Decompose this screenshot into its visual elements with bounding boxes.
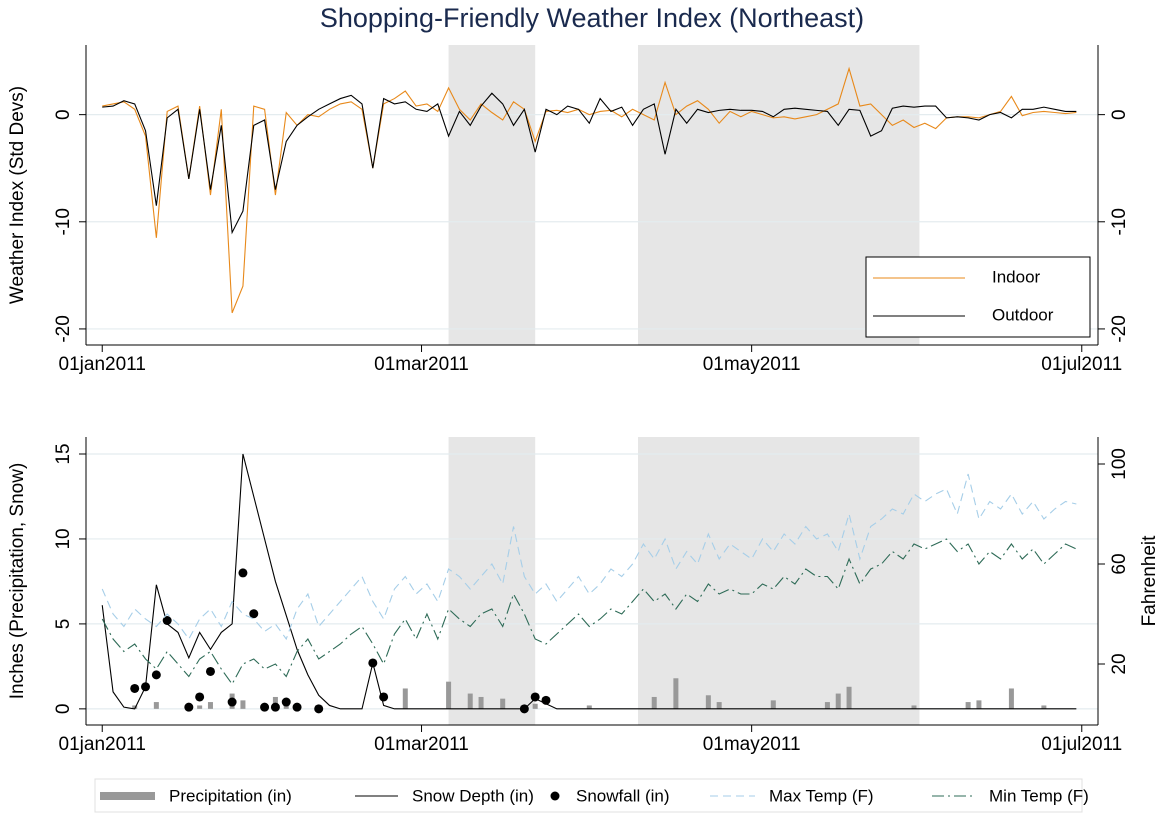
y2-tick-label: -10: [1109, 208, 1130, 235]
y2-tick-label: 60: [1109, 553, 1130, 574]
point: [195, 692, 205, 702]
bar: [153, 702, 159, 709]
legend-label: Indoor: [992, 267, 1041, 286]
bar: [716, 702, 722, 709]
shaded-period: [448, 45, 536, 345]
point: [519, 704, 529, 714]
point: [270, 702, 280, 712]
bar: [467, 693, 473, 709]
legend-box: [865, 256, 1091, 338]
point: [292, 702, 302, 712]
point: [130, 683, 140, 693]
y2-tick-label: -20: [1109, 315, 1130, 342]
bar: [446, 681, 452, 709]
legend-label: Max Temp (F): [769, 786, 874, 805]
point: [184, 702, 194, 712]
point: [151, 670, 161, 680]
y-tick-label: 15: [53, 443, 74, 464]
x-tick-label: 01jan2011: [59, 354, 146, 375]
bar: [911, 705, 917, 709]
legend-label: Snowfall (in): [576, 786, 670, 805]
x-tick-label: 01jan2011: [59, 734, 146, 755]
legend-swatch: [100, 792, 155, 800]
legend-label: Outdoor: [992, 305, 1054, 324]
bar: [824, 702, 830, 709]
bar: [240, 700, 246, 709]
x-tick-label: 01may2011: [703, 734, 801, 755]
point: [379, 692, 389, 702]
chart-title: Shopping-Friendly Weather Index (Northea…: [320, 3, 864, 33]
bar: [197, 705, 203, 709]
bar: [976, 700, 982, 709]
bar: [532, 703, 538, 709]
bar: [478, 696, 484, 709]
y-tick-label: 5: [53, 619, 74, 630]
point: [205, 666, 215, 676]
bar: [402, 688, 408, 709]
y-axis-label: Weather Index (Std Devs): [7, 86, 28, 304]
x-tick-label: 01mar2011: [374, 734, 469, 755]
y2-tick-label: 20: [1109, 653, 1130, 674]
bar: [1041, 705, 1047, 709]
point: [314, 704, 324, 714]
series-line: [101, 453, 1077, 710]
point: [249, 609, 259, 619]
bar: [500, 698, 506, 709]
y-tick-label: -10: [53, 208, 74, 235]
bar: [207, 702, 213, 709]
point: [162, 616, 172, 626]
legend-label: Snow Depth (in): [412, 786, 534, 805]
point: [227, 697, 237, 707]
legend-label: Precipitation (in): [169, 786, 292, 805]
bar: [586, 705, 592, 709]
bar: [673, 678, 679, 709]
series-line: [102, 66, 1077, 314]
y-tick-label: 0: [53, 109, 74, 120]
series-line: [101, 538, 1077, 686]
y-tick-label: 10: [53, 528, 74, 549]
bar: [705, 695, 711, 709]
point: [281, 697, 291, 707]
bar: [651, 696, 657, 709]
y2-tick-label: 0: [1109, 109, 1130, 120]
point: [260, 702, 270, 712]
point: [541, 695, 551, 705]
shaded-period: [448, 437, 536, 725]
y2-tick-label: 100: [1109, 448, 1130, 480]
y2-axis-label: Fahrenheit: [1139, 535, 1160, 627]
bar: [846, 686, 852, 709]
bar: [965, 702, 971, 709]
x-tick-label: 01mar2011: [374, 354, 469, 375]
y-tick-label: 0: [53, 704, 74, 715]
x-tick-label: 01may2011: [703, 354, 801, 375]
bar: [835, 693, 841, 709]
point: [530, 692, 540, 702]
legend-swatch: [550, 791, 560, 801]
y-tick-label: -20: [53, 315, 74, 342]
legend-box: [94, 778, 1083, 813]
x-tick-label: 01jul2011: [1041, 354, 1122, 375]
bar: [1008, 688, 1014, 709]
point: [141, 682, 151, 692]
bar: [770, 700, 776, 709]
legend-label: Min Temp (F): [989, 786, 1089, 805]
series-line: [102, 92, 1077, 235]
point: [368, 658, 378, 668]
shaded-period: [638, 437, 920, 725]
point: [238, 568, 248, 578]
bar: [132, 705, 138, 709]
y-axis-label: Inches (Precipitation, Snow): [7, 463, 28, 700]
x-tick-label: 01jul2011: [1041, 734, 1122, 755]
